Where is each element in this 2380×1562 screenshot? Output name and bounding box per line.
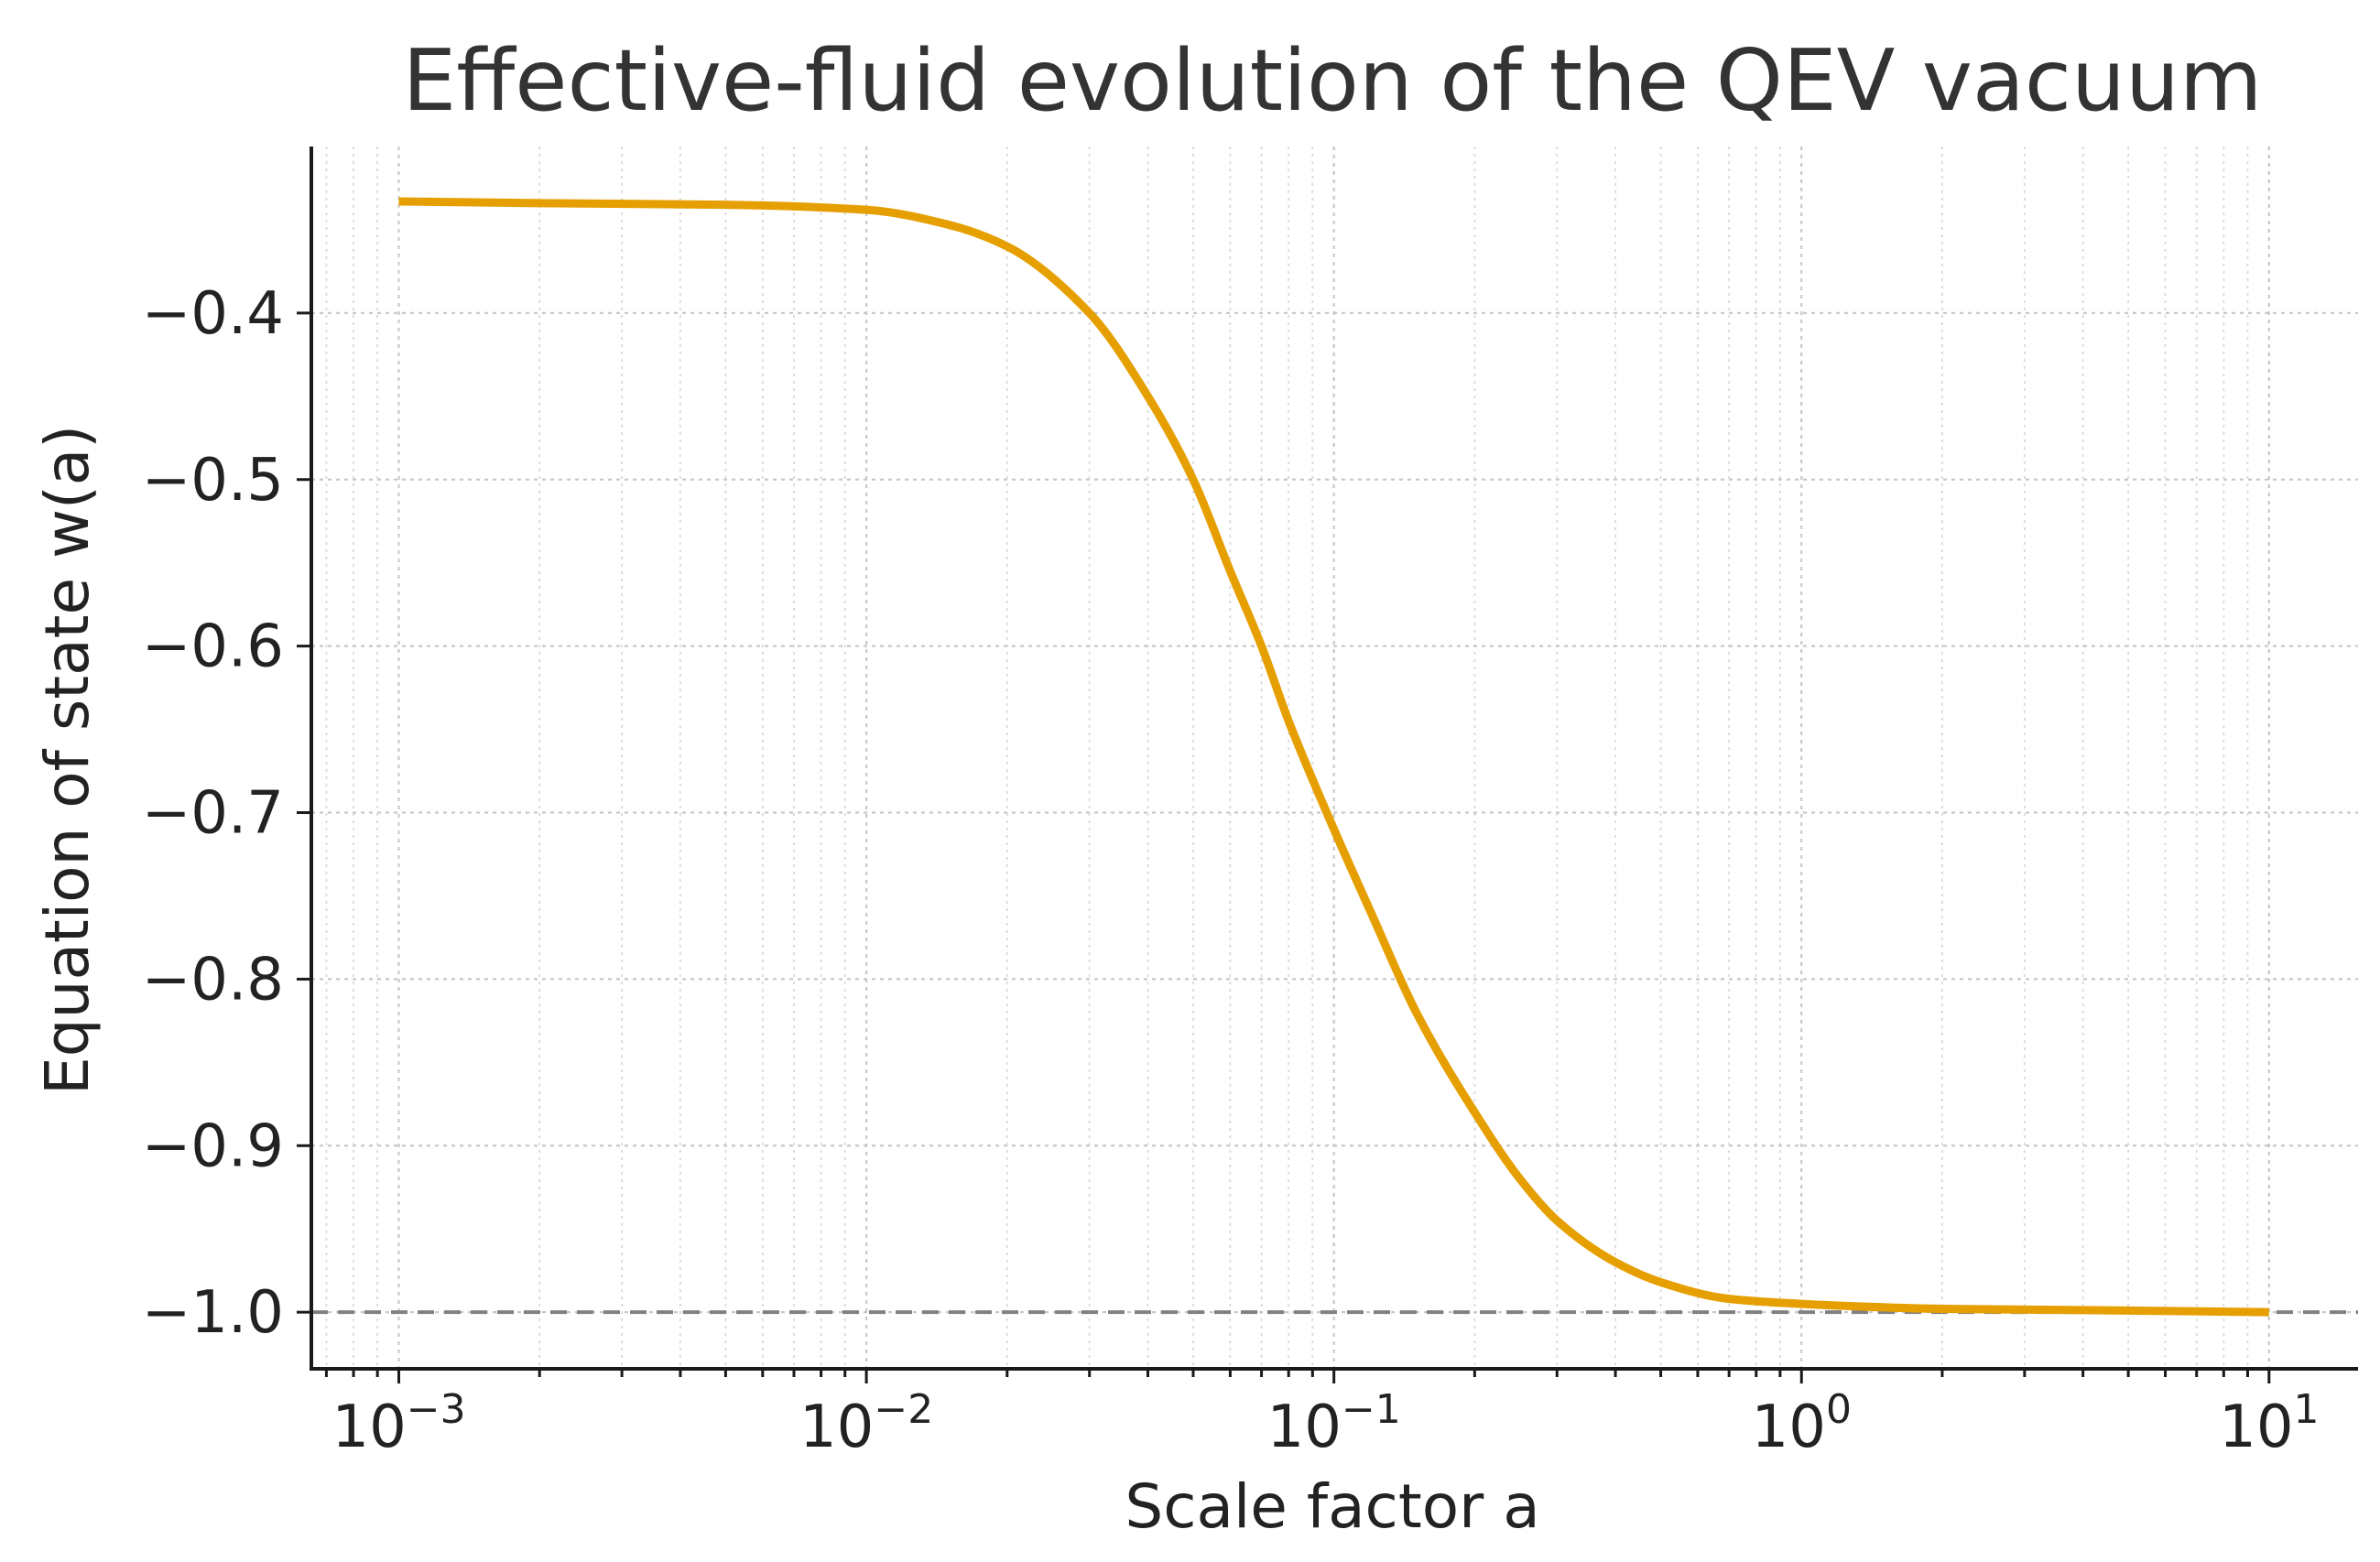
- x-tick-label: 10−1: [1267, 1386, 1401, 1461]
- x-tick-label: 10−3: [331, 1386, 465, 1461]
- y-tick-label: −0.8: [142, 946, 284, 1014]
- x-tick-base: 10: [799, 1394, 874, 1461]
- x-tick-label: 101: [2219, 1386, 2319, 1461]
- series-line-w: [398, 197, 2269, 1317]
- x-tick-base: 10: [1752, 1394, 1826, 1461]
- y-tick-label: −0.4: [142, 280, 284, 348]
- y-tick-label: −0.9: [142, 1112, 284, 1180]
- ticks: 10−3 10−2 10−1 100 101−0.4−0.5−0.6−0.7−0.8−0…: [142, 280, 2320, 1461]
- x-tick-base: 10: [1267, 1394, 1342, 1461]
- x-axis-label: Scale factor a: [1125, 1471, 1539, 1542]
- x-tick-base: 10: [2219, 1394, 2293, 1461]
- x-tick-exponent: −1: [1342, 1386, 1401, 1433]
- x-tick-label: 10−2: [799, 1386, 933, 1461]
- x-tick-label: 100: [1752, 1386, 1852, 1461]
- x-tick-exponent: 1: [2294, 1386, 2320, 1433]
- x-tick-exponent: −2: [874, 1386, 933, 1433]
- y-tick-label: −0.7: [142, 780, 284, 848]
- series-layer: [398, 197, 2269, 1317]
- x-tick-base: 10: [331, 1394, 406, 1461]
- y-axis-label: Equation of state w(a): [32, 425, 103, 1095]
- chart-title: Effective-fluid evolution of the QEV vac…: [402, 31, 2262, 130]
- y-tick-label: −0.5: [142, 447, 284, 515]
- x-tick-exponent: −3: [407, 1386, 466, 1433]
- y-tick-label: −1.0: [142, 1279, 284, 1347]
- x-tick-exponent: 0: [1826, 1386, 1852, 1433]
- grid: [311, 146, 2358, 1369]
- y-tick-label: −0.6: [142, 613, 284, 681]
